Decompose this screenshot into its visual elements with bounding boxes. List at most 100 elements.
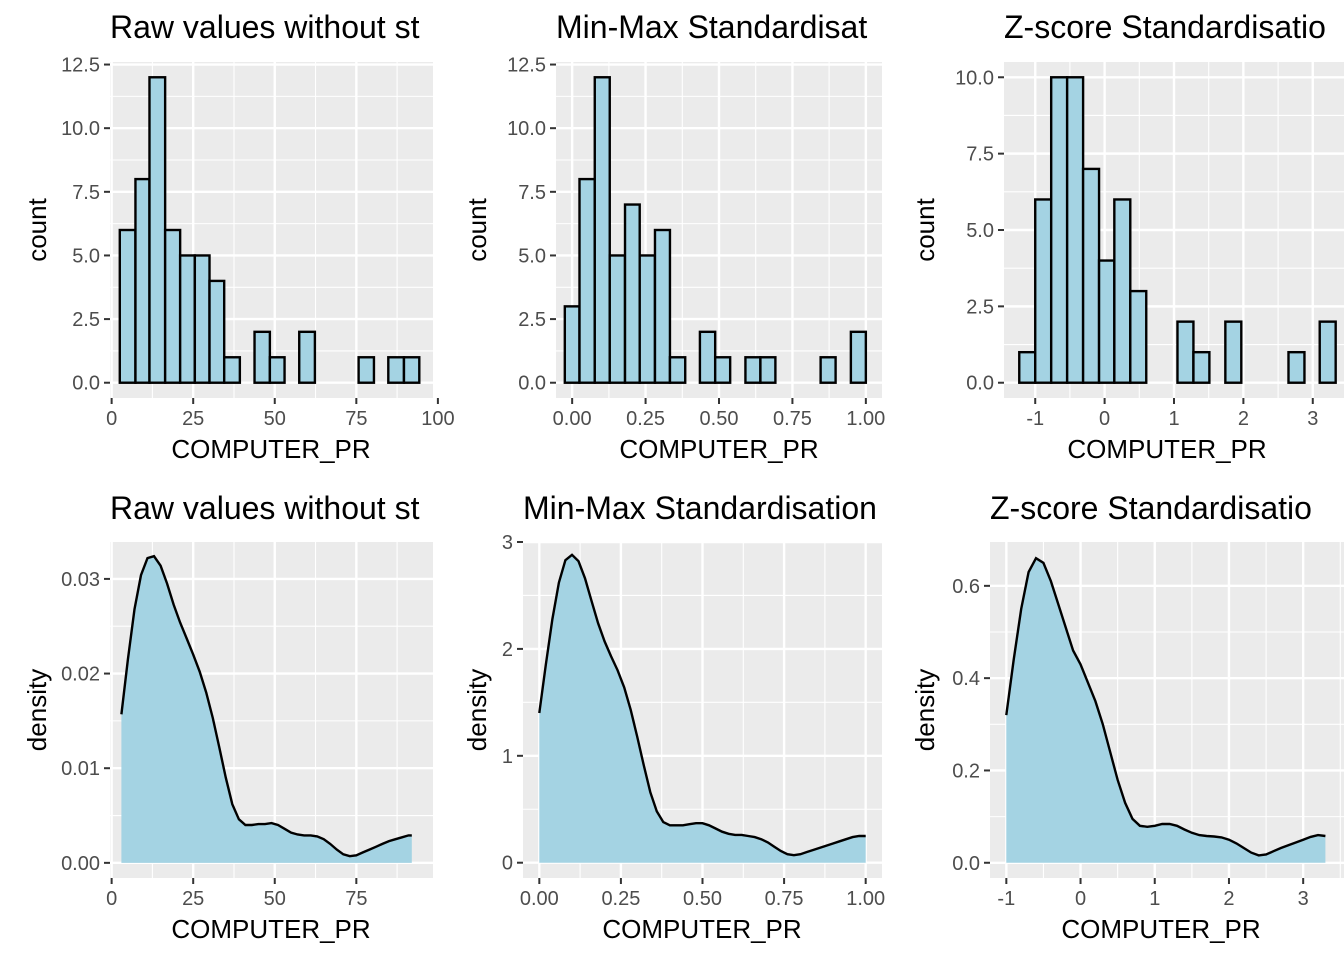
density-area (539, 554, 866, 863)
x-tick-label: 2 (1223, 888, 1234, 910)
plot-area (523, 540, 882, 878)
panel-title: Min-Max Standardisation (523, 490, 877, 526)
histogram-bar (1097, 259, 1116, 384)
x-tick-label: 2 (1238, 408, 1249, 430)
histogram-bar (1129, 289, 1148, 384)
y-tick-label: 0.0 (952, 853, 980, 875)
histogram-bar (1192, 350, 1211, 384)
y-tick-label: 10.0 (61, 118, 100, 140)
x-tick-label: 0.25 (626, 408, 665, 430)
histogram-bar (578, 177, 596, 384)
histogram-bar (1176, 320, 1195, 384)
x-axis-title: COMPUTER_PR (602, 914, 801, 944)
histogram-bar (1034, 198, 1053, 384)
x-axis-title: COMPUTER_PR (171, 434, 370, 464)
density-curve (120, 554, 412, 858)
x-tick-label: 1 (1168, 408, 1179, 430)
density-curve (1005, 556, 1326, 857)
y-axis-title: count (910, 197, 940, 261)
y-tick-label: 10.0 (507, 118, 546, 140)
panel-title: Z-score Standardisatio (990, 490, 1312, 526)
y-tick-label: 0.02 (61, 664, 100, 686)
y-tick-label: 7.5 (518, 182, 546, 204)
panel-title: Raw values without st (110, 490, 420, 526)
histogram-bar (698, 330, 717, 384)
y-tick-label: 12.5 (507, 55, 546, 77)
x-tick-label: 0.25 (601, 888, 640, 910)
y-tick-label: 0.6 (952, 576, 980, 598)
histogram-bar (148, 76, 167, 384)
histogram-bar (357, 356, 376, 384)
y-tick-label: 5.0 (72, 245, 100, 267)
y-tick-label: 2 (502, 639, 513, 661)
x-tick-label: 0.00 (520, 888, 559, 910)
x-axis-title: COMPUTER_PR (1067, 434, 1266, 464)
y-tick-label: 2.5 (518, 309, 546, 331)
x-tick-label: 0.75 (773, 408, 812, 430)
histogram-bar (298, 330, 317, 384)
y-tick-label: 7.5 (72, 182, 100, 204)
y-axis-title: count (22, 197, 52, 261)
histogram-bar (387, 356, 406, 384)
histogram-bar (222, 356, 242, 384)
y-tick-label: 0.03 (61, 569, 100, 591)
y-axis-title: density (910, 669, 940, 751)
x-tick-label: 75 (345, 408, 367, 430)
histogram-bar (1113, 198, 1132, 384)
plot-area (110, 542, 433, 878)
x-tick-label: 0 (1075, 888, 1086, 910)
histogram-bar (118, 228, 137, 384)
histogram-bar (668, 356, 687, 384)
histogram-bar (1224, 320, 1243, 384)
x-tick-label: 100 (421, 408, 454, 430)
y-tick-label: 10.0 (955, 67, 994, 89)
histogram-bar (563, 305, 581, 384)
x-tick-label: 75 (345, 888, 367, 910)
x-tick-label: 0.75 (765, 888, 804, 910)
histogram-bar (268, 356, 286, 384)
histogram-bar (208, 279, 226, 384)
x-tick-label: 0 (1099, 408, 1110, 430)
x-tick-label: 50 (264, 888, 286, 910)
x-tick-label: 50 (264, 408, 286, 430)
y-tick-label: 0.0 (518, 373, 546, 395)
panel-title: Min-Max Standardisat (556, 9, 867, 45)
panel-title: Z-score Standardisatio (1004, 9, 1326, 45)
x-tick-label: 1.00 (846, 888, 885, 910)
x-tick-label: 3 (1298, 888, 1309, 910)
density-curve (538, 553, 866, 857)
y-tick-label: 5.0 (518, 245, 546, 267)
x-tick-label: 0 (106, 888, 117, 910)
plot-area (110, 62, 440, 398)
y-axis-title: density (462, 669, 492, 751)
x-tick-label: -1 (1026, 408, 1044, 430)
x-tick-label: 1 (1149, 888, 1160, 910)
plot-area (990, 542, 1344, 878)
y-tick-label: 7.5 (966, 144, 994, 166)
panel-title: Raw values without st (110, 9, 420, 45)
histogram-bar (178, 254, 197, 384)
histogram-bar (1081, 167, 1101, 384)
histogram-bar (623, 203, 641, 384)
y-tick-label: 0.0 (966, 373, 994, 395)
histogram-bar (1318, 320, 1337, 384)
histogram-bar (1049, 76, 1069, 384)
y-tick-label: 0 (502, 853, 513, 875)
x-tick-label: 0.50 (683, 888, 722, 910)
panel-zscore-density: Z-score Standardisatio COMPUTER_PR densi… (910, 490, 1344, 944)
x-tick-label: 25 (182, 888, 204, 910)
histogram-bar (849, 330, 868, 384)
histogram-bar (163, 228, 182, 384)
y-axis-title: density (22, 669, 52, 751)
x-axis-title: COMPUTER_PR (171, 914, 370, 944)
x-tick-label: 0.50 (700, 408, 739, 430)
y-tick-label: 0.0 (72, 373, 100, 395)
density-area (121, 556, 412, 863)
histogram-bar (653, 228, 672, 384)
y-tick-label: 0.01 (61, 758, 100, 780)
y-tick-label: 1 (502, 746, 513, 768)
histogram-bar (253, 330, 272, 384)
x-tick-label: 0 (106, 408, 117, 430)
y-tick-label: 0.00 (61, 853, 100, 875)
